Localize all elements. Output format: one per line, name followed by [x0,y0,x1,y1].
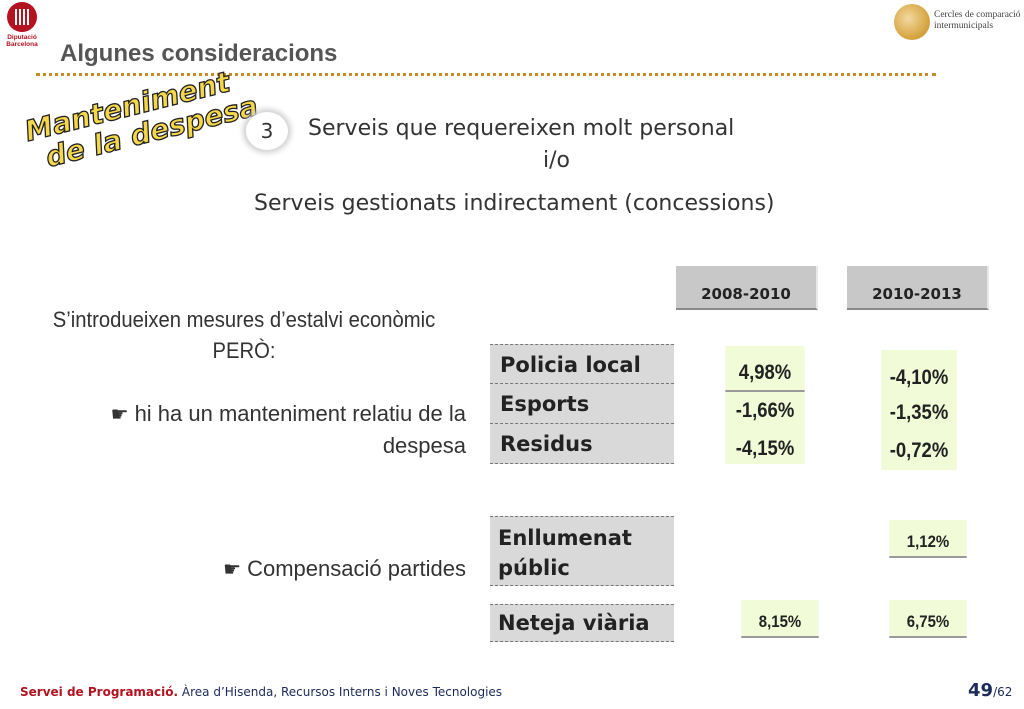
intro-text: S’introdueixen mesures d’estalvi econòmi… [38,304,450,366]
page-total: /62 [993,685,1013,699]
point-line2: Serveis gestionats indirectament (conces… [254,191,775,216]
value-cell: -4,10% [889,366,949,389]
value-neteja-2010-2013: 6,75% [889,600,967,638]
category-neteja: Neteja viària [490,604,674,642]
logo-text-line1: Diputació [7,34,37,41]
category-table: Policia local Esports Residus [490,344,674,464]
bullet1-line1: hi ha un manteniment relatiu de la [134,401,466,426]
period-header-2010-2013: 2010-2013 [847,266,989,310]
cercles-globe-icon [894,4,930,40]
value-cell: -0,72% [889,439,949,462]
value-cell: -4,15% [735,437,795,460]
logo-text-line2: Barcelona [6,41,38,48]
footer-org: Servei de Programació. [20,685,179,699]
category-enllumenat: Enllumenat públic [490,516,674,586]
period-header-2008-2010: 2008-2010 [676,266,818,310]
values-2010-2013: -4,10% -1,35% -0,72% [881,350,957,470]
value-neteja-2008-2010: 8,15% [741,600,819,638]
footer: Servei de Programació. Àrea d’Hisenda, R… [20,685,502,699]
diputacio-logo: Diputació Barcelona [4,2,40,50]
bullet-compensacio: ☛ Compensació partides [190,556,466,582]
values-2008-2010: 4,98% -1,66% -4,15% [725,346,805,464]
page-title: Algunes consideracions [60,40,338,67]
wordart-heading: Manteniment de la despesa [21,62,262,176]
title-divider [36,73,936,76]
shield-icon [7,2,37,32]
cercles-logo-text: Cercles de comparació intermunicipals [934,10,1021,32]
value-cell: -1,66% [735,399,795,422]
category-residus: Residus [490,424,674,464]
pointing-hand-icon: ☛ [223,557,242,581]
bullet1-line2: despesa [382,433,466,458]
value-enllumenat-2010-2013: 1,12% [889,520,967,558]
cercles-text-line2: intermunicipals [934,21,994,31]
value-cell: -1,35% [889,401,949,424]
intro-line1: S’introdueixen mesures d’estalvi econòmi… [52,307,436,332]
enllumenat-line2: públic [498,556,570,580]
point-line1: Serveis que requereixen molt personal [308,116,735,141]
pointing-hand-icon: ☛ [110,402,129,426]
enllumenat-line1: Enllumenat [498,526,632,550]
cercles-text-line1: Cercles de comparació [934,10,1021,20]
bullet2-text: Compensació partides [247,556,466,581]
footer-dept: Àrea d’Hisenda, Recursos Interns i Noves… [181,685,503,699]
page-number: 49/62 [968,680,1012,701]
page-current: 49 [968,680,994,701]
point-number-badge: 3 [246,112,288,150]
category-esports: Esports [490,384,674,424]
value-cell: 4,98% [725,346,805,392]
category-policia-local: Policia local [490,344,674,384]
point-connector: i/o [543,148,570,173]
bullet-manteniment: ☛ hi ha un manteniment relatiu de la desp… [96,398,466,461]
intro-line2: PERÒ: [212,338,276,363]
